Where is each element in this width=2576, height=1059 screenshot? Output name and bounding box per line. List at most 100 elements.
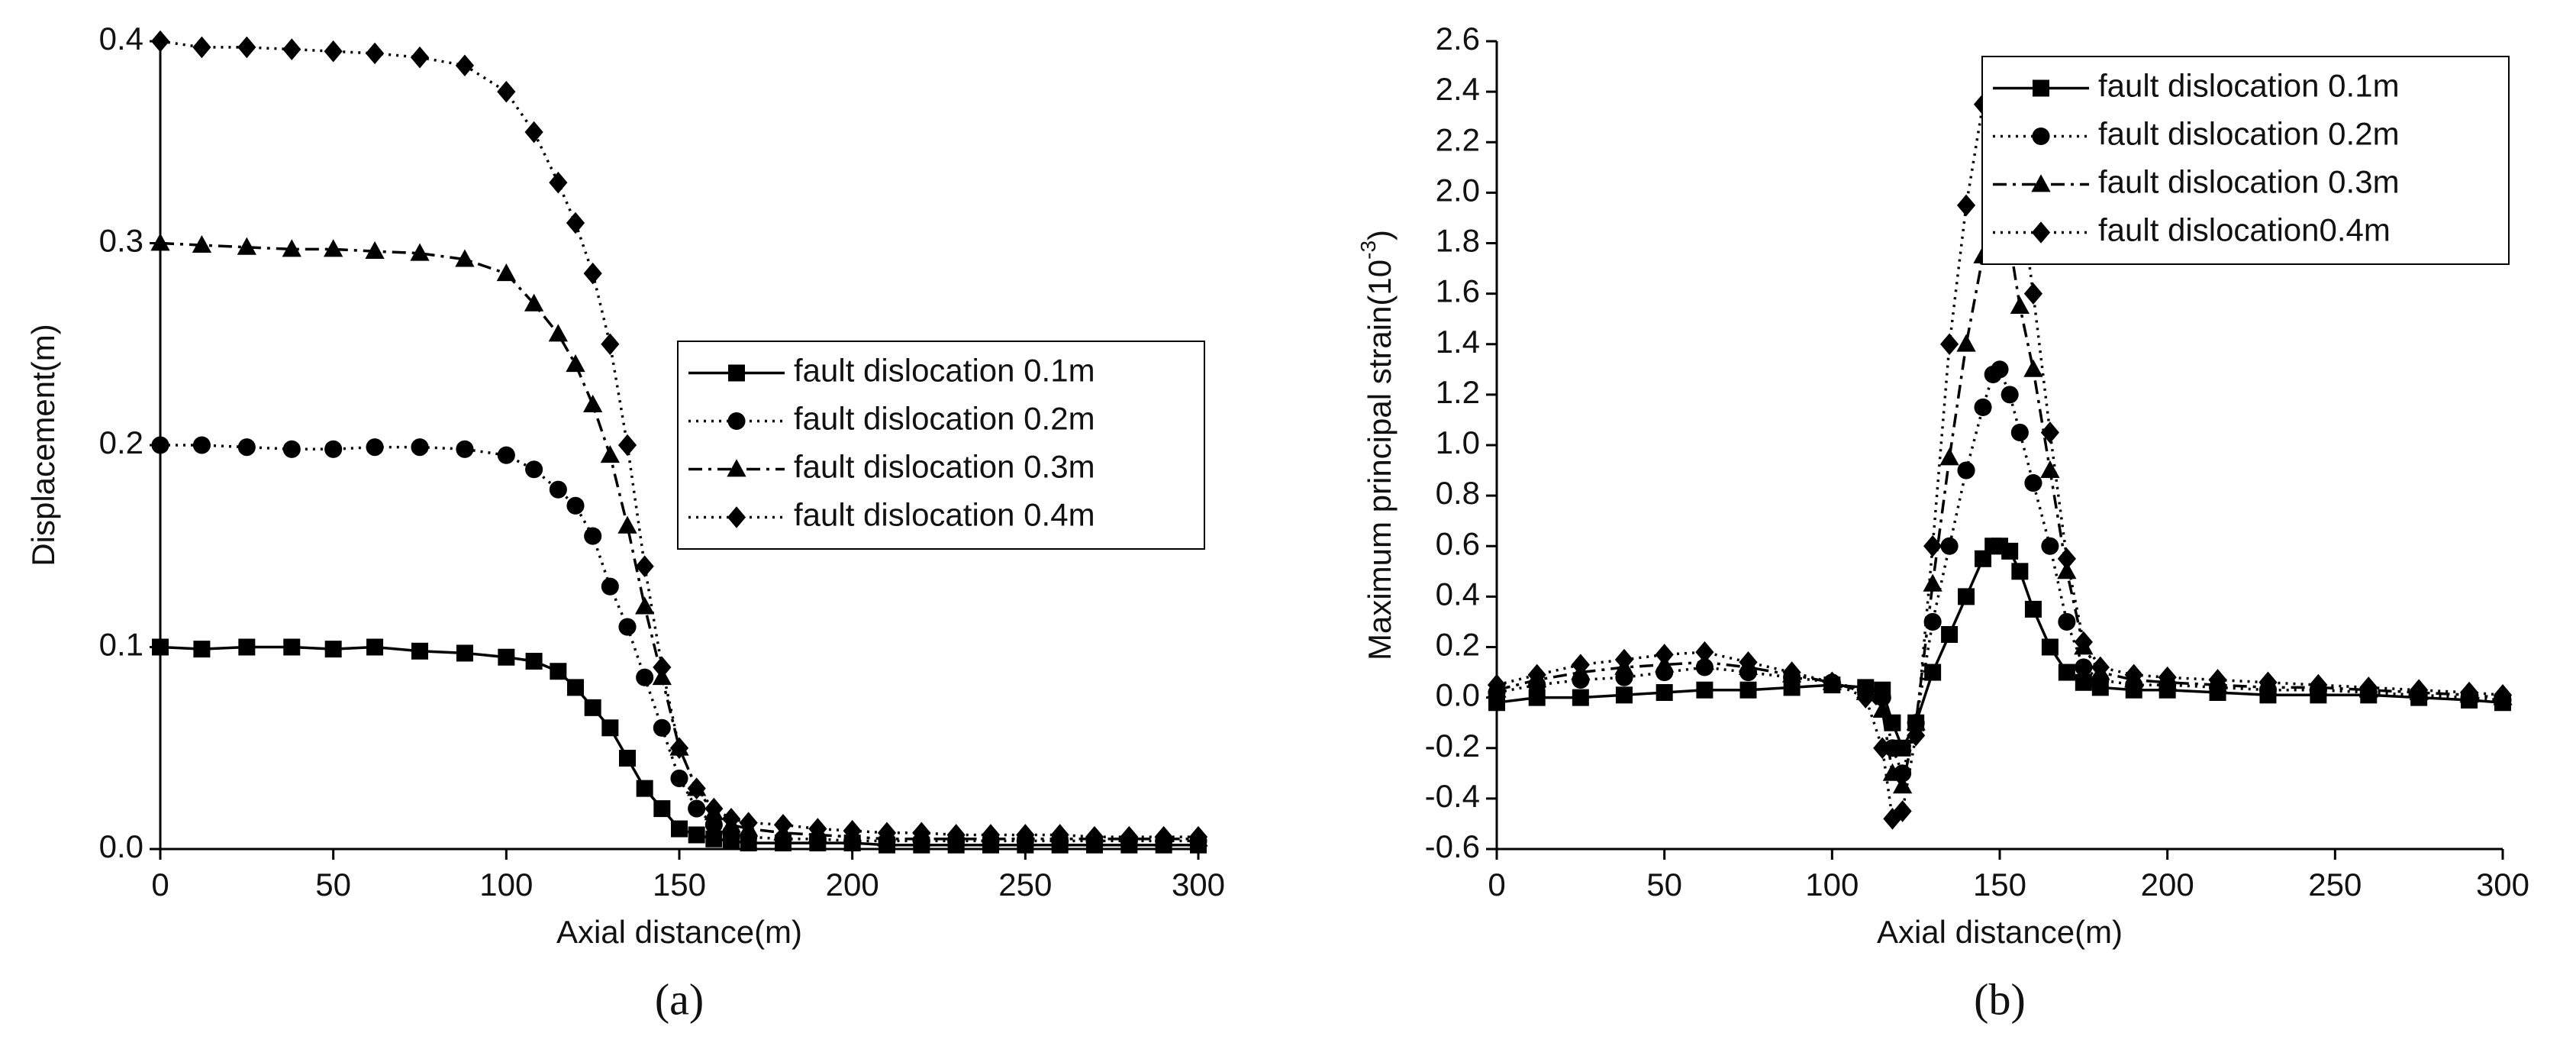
marker-diamond <box>410 46 430 69</box>
marker-square <box>1528 689 1546 706</box>
marker-triangle <box>583 394 603 412</box>
marker-circle <box>456 440 474 458</box>
marker-square <box>1941 625 1959 643</box>
marker-diamond <box>1907 724 1926 747</box>
marker-triangle <box>617 515 637 534</box>
marker-diamond <box>1873 737 1892 760</box>
y-tick-label: 1.0 <box>1436 425 1480 460</box>
legend-label: fault dislocation 0.4m <box>794 497 1095 533</box>
marker-diamond <box>524 121 543 144</box>
legend-marker <box>2033 79 2049 97</box>
marker-circle <box>2010 423 2029 442</box>
marker-diamond <box>365 42 385 65</box>
y-tick-label: 2.2 <box>1436 121 1480 157</box>
marker-diamond <box>1956 194 1976 217</box>
marker-circle <box>1957 461 1975 479</box>
y-tick-label: -0.6 <box>1425 828 1480 864</box>
y-tick-label: 0.1 <box>99 627 143 663</box>
marker-diamond <box>669 737 689 760</box>
y-tick-label: 0.6 <box>1436 525 1480 561</box>
marker-square <box>152 638 169 656</box>
x-tick-label: 0 <box>1488 867 1505 902</box>
marker-triangle <box>365 241 385 259</box>
marker-diamond <box>2359 676 2378 699</box>
marker-diamond <box>1016 824 1035 846</box>
legend-label: fault dislocation0.4m <box>2098 212 2391 248</box>
marker-circle <box>566 496 585 515</box>
y-tick-label: 0.2 <box>1436 627 1480 663</box>
marker-square <box>584 699 601 716</box>
marker-square <box>238 638 256 656</box>
legend-label: fault dislocation 0.1m <box>794 353 1095 389</box>
legend: fault dislocation 0.1m fault dislocation … <box>1981 56 2510 265</box>
marker-diamond <box>566 211 585 234</box>
y-tick-label: 0.4 <box>1436 576 1480 612</box>
marker-circle <box>670 769 688 787</box>
legend-marker <box>727 412 746 431</box>
marker-square <box>1696 681 1714 699</box>
marker-square <box>1924 663 1942 681</box>
marker-square <box>2011 563 2029 580</box>
marker-square <box>1656 684 1673 702</box>
x-tick-label: 50 <box>315 867 351 902</box>
marker-square <box>193 641 211 658</box>
marker-diamond <box>1893 800 1912 822</box>
x-tick-label: 100 <box>479 867 533 902</box>
marker-diamond <box>1782 661 1801 683</box>
marker-circle <box>618 618 637 636</box>
marker-triangle <box>600 445 620 463</box>
marker-diamond <box>1823 671 1842 694</box>
marker-diamond <box>2091 656 2110 679</box>
marker-diamond <box>1739 651 1758 673</box>
marker-diamond <box>1614 648 1634 671</box>
marker-triangle <box>1906 712 1926 731</box>
marker-square <box>1739 681 1757 699</box>
marker-triangle <box>192 234 212 253</box>
chart-panel: 0 50 100 150 200 250 300 0.0 0.1 0.2 0.3 0.4 Axial d… <box>25 21 1225 1024</box>
marker-circle <box>282 440 301 458</box>
marker-diamond <box>808 818 827 840</box>
series-line <box>1496 367 2503 778</box>
marker-diamond <box>739 812 758 834</box>
marker-square <box>498 648 515 666</box>
marker-diamond <box>549 171 568 194</box>
marker-diamond <box>2258 671 2278 694</box>
marker-diamond <box>2410 679 2429 702</box>
marker-circle <box>497 446 515 464</box>
marker-diamond <box>912 822 931 844</box>
series-line <box>1496 544 2503 751</box>
y-axis-label: Displacement(m) <box>25 324 61 566</box>
marker-square <box>601 719 619 737</box>
marker-circle <box>366 438 384 457</box>
marker-triangle <box>496 263 516 282</box>
x-tick-label: 250 <box>998 867 1052 902</box>
legend-marker <box>2032 127 2050 146</box>
marker-square <box>456 644 473 662</box>
marker-triangle <box>1923 573 1942 592</box>
marker-circle <box>2058 612 2076 631</box>
chart-panel: 0 50 100 150 200 250 300 -0.6 -0.4 -0.2 0.0 0.2 0.4 0… <box>1356 21 2529 1024</box>
marker-diamond <box>653 656 672 679</box>
y-axis-label: Maximum principal strain(10-3) <box>1356 230 1398 660</box>
marker-diamond <box>1940 333 1959 356</box>
marker-circle <box>237 438 256 457</box>
marker-diamond <box>687 777 706 799</box>
marker-circle <box>601 577 619 596</box>
panel-caption: (a) <box>655 974 704 1024</box>
marker-diamond <box>2074 631 2093 654</box>
legend-marker <box>2031 221 2051 244</box>
y-tick-label: 1.2 <box>1436 374 1480 410</box>
marker-triangle <box>2057 561 2077 580</box>
legend-label: fault dislocation 0.3m <box>794 449 1095 485</box>
marker-square <box>1975 550 1992 567</box>
marker-diamond <box>455 54 475 77</box>
y-tick-label: 1.4 <box>1436 324 1480 360</box>
marker-square <box>1615 686 1633 704</box>
marker-triangle <box>1956 334 1976 352</box>
marker-diamond <box>1188 825 1208 848</box>
marker-square <box>324 641 342 658</box>
marker-diamond <box>1050 824 1069 846</box>
y-axis-label-suffix: ) <box>1362 230 1398 241</box>
marker-diamond <box>1856 686 1875 709</box>
y-tick-label: 2.4 <box>1436 71 1480 107</box>
